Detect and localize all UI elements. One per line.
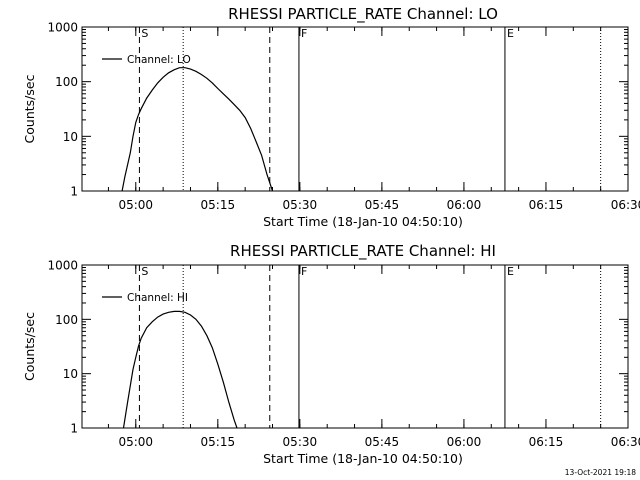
timestamp-footer: 13-Oct-2021 19:18: [564, 468, 636, 477]
event-marker-label: F: [301, 27, 307, 40]
event-marker-label: E: [507, 265, 514, 278]
chart-title: RHESSI PARTICLE_RATE Channel: HI: [230, 242, 496, 261]
y-axis-label: Counts/sec: [22, 74, 37, 143]
x-tick-label: 05:15: [201, 198, 236, 212]
x-tick-label: 06:15: [529, 435, 564, 449]
series-line: [122, 310, 238, 429]
x-tick-label: 06:00: [447, 198, 482, 212]
event-marker-label: S: [141, 27, 148, 40]
x-tick-label: 06:30: [611, 198, 640, 212]
y-axis-label: Counts/sec: [22, 312, 37, 381]
x-tick-label: 06:30: [611, 435, 640, 449]
panel-1: RHESSI PARTICLE_RATE Channel: LO 05:00 05:…: [22, 5, 640, 229]
y-tick-label: 1: [70, 185, 78, 199]
legend-entry: Channel: HI: [127, 292, 188, 304]
y-tick-label: 1: [70, 422, 78, 436]
x-tick-label: 06:00: [447, 435, 482, 449]
event-marker-label: S: [141, 265, 148, 278]
x-tick-label: 05:30: [283, 198, 318, 212]
plot-frame: [81, 26, 629, 192]
event-marker-label: F: [301, 265, 307, 278]
series-line: [121, 67, 274, 192]
y-tick-label: 100: [55, 313, 78, 327]
y-tick-label: 10: [63, 130, 78, 144]
x-axis-label: Start Time (18-Jan-10 04:50:10): [263, 451, 463, 466]
legend-entry: Channel: LO: [127, 54, 191, 66]
plot-frame: [81, 264, 629, 429]
y-tick-label: 10: [63, 367, 78, 381]
x-tick-label: 06:15: [529, 198, 564, 212]
y-tick-label: 1000: [47, 21, 78, 35]
x-tick-label: 05:00: [118, 198, 153, 212]
y-tick-label: 1000: [47, 259, 78, 273]
chart-title: RHESSI PARTICLE_RATE Channel: LO: [228, 5, 498, 24]
panel-2: RHESSI PARTICLE_RATE Channel: HI 05:00 05:…: [22, 242, 640, 466]
y-tick-label: 100: [55, 75, 78, 89]
x-tick-label: 05:30: [283, 435, 318, 449]
x-tick-label: 05:15: [201, 435, 236, 449]
x-tick-label: 05:00: [118, 435, 153, 449]
x-axis-label: Start Time (18-Jan-10 04:50:10): [263, 214, 463, 229]
x-tick-label: 05:45: [365, 198, 400, 212]
event-marker-label: E: [507, 27, 514, 40]
x-tick-label: 05:45: [365, 435, 400, 449]
